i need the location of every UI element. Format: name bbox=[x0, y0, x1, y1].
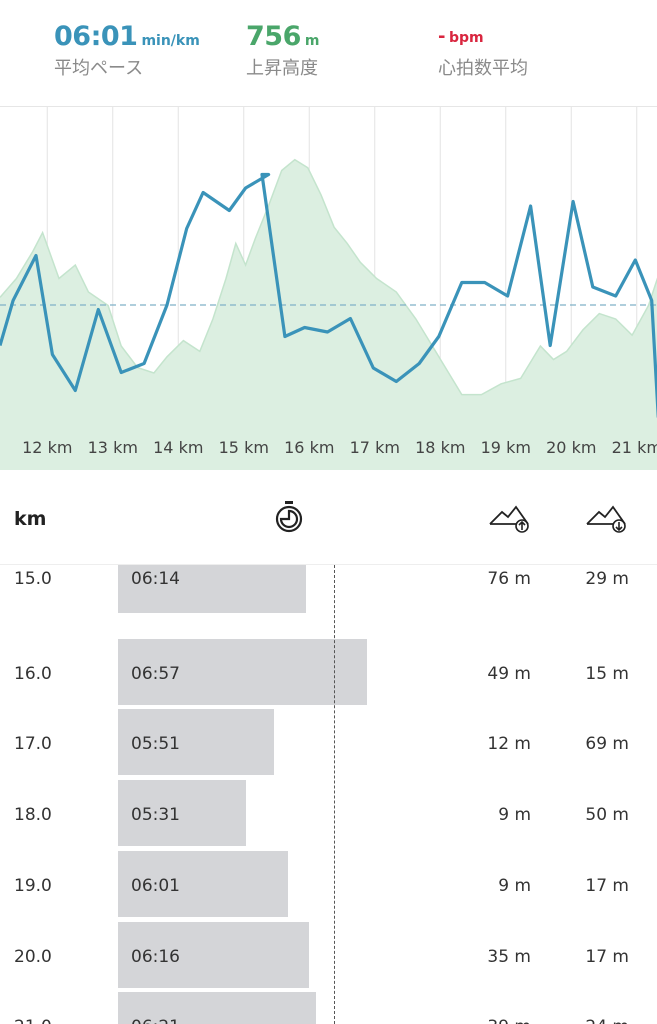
split-pace: 06:57 bbox=[131, 663, 180, 684]
split-row[interactable]: 19.0 06:01 9 m 17 m bbox=[0, 848, 657, 919]
x-tick-label: 18 km bbox=[415, 438, 465, 457]
split-descent: 17 m bbox=[585, 875, 629, 896]
splits-list[interactable]: 15.0 06:14 76 m 29 m 16.0 06:57 49 m 15 m 17.0 05… bbox=[0, 565, 657, 1024]
split-km: 19.0 bbox=[14, 875, 52, 896]
heart-rate-value: - bbox=[438, 26, 445, 47]
split-pace: 05:31 bbox=[131, 805, 180, 826]
split-descent: 17 m bbox=[585, 946, 629, 967]
mountain-up-icon bbox=[489, 505, 529, 533]
pace-label: 平均ペース bbox=[54, 58, 144, 79]
split-row[interactable]: 20.0 06:16 35 m 17 m bbox=[0, 919, 657, 990]
split-ascent: 76 m bbox=[487, 569, 531, 589]
pace-bar bbox=[118, 780, 247, 847]
stat-elevation-gain: 756 m 上昇高度 bbox=[246, 20, 319, 82]
split-pace: 05:51 bbox=[131, 734, 180, 755]
split-descent: 50 m bbox=[585, 805, 629, 826]
pace-bar bbox=[118, 565, 307, 613]
split-ascent: 49 m bbox=[487, 663, 531, 684]
split-pace: 06:16 bbox=[131, 946, 180, 967]
splits-table-header: km bbox=[0, 470, 657, 565]
average-pace-marker bbox=[334, 565, 335, 1024]
split-km: 17.0 bbox=[14, 734, 52, 755]
split-ascent: 9 m bbox=[498, 875, 531, 896]
pace-value: 06:01 bbox=[54, 21, 138, 52]
stat-average-pace: 06:01 min/km 平均ペース bbox=[54, 20, 200, 82]
split-row[interactable]: 15.0 06:14 76 m 29 m bbox=[0, 565, 657, 636]
pace-bar bbox=[118, 850, 289, 917]
split-descent: 29 m bbox=[585, 569, 629, 589]
x-tick-label: 19 km bbox=[481, 438, 531, 457]
x-tick-label: 16 km bbox=[284, 438, 334, 457]
stat-heart-rate: - bpm 心拍数平均 bbox=[438, 20, 528, 82]
split-descent: 69 m bbox=[585, 734, 629, 755]
split-row[interactable]: 16.0 06:57 49 m 15 m bbox=[0, 636, 657, 707]
split-pace: 06:01 bbox=[131, 875, 180, 896]
pace-bar bbox=[118, 709, 275, 776]
pace-bar bbox=[118, 992, 317, 1024]
split-pace: 06:21 bbox=[131, 1017, 180, 1024]
heart-rate-label: 心拍数平均 bbox=[438, 58, 528, 79]
split-ascent: 9 m bbox=[498, 805, 531, 826]
split-row[interactable]: 18.0 05:31 9 m 50 m bbox=[0, 777, 657, 848]
elevation-label: 上昇高度 bbox=[246, 58, 318, 79]
pace-bar bbox=[118, 638, 367, 705]
x-tick-label: 15 km bbox=[219, 438, 269, 457]
split-km: 21.0 bbox=[14, 1017, 52, 1024]
x-tick-label: 13 km bbox=[88, 438, 138, 457]
pace-line bbox=[0, 172, 657, 418]
x-tick-label: 12 km bbox=[22, 438, 72, 457]
pace-unit: min/km bbox=[141, 33, 200, 49]
pace-elevation-chart[interactable]: 12 km 13 km 14 km 15 km 16 km 17 km 18 km 19 km… bbox=[0, 107, 657, 470]
split-km: 15.0 bbox=[14, 569, 52, 589]
heart-rate-unit: bpm bbox=[448, 30, 484, 46]
x-tick-label: 21 km bbox=[612, 438, 657, 457]
x-axis-ticks: 12 km 13 km 14 km 15 km 16 km 17 km 18 km 19 km… bbox=[22, 438, 657, 457]
split-ascent: 35 m bbox=[487, 946, 531, 967]
x-tick-label: 17 km bbox=[350, 438, 400, 457]
pace-bar bbox=[118, 921, 310, 988]
mountain-down-icon bbox=[586, 505, 626, 533]
split-row[interactable]: 21.0 06:21 39 m 24 m bbox=[0, 989, 657, 1024]
x-tick-label: 20 km bbox=[546, 438, 596, 457]
split-km: 18.0 bbox=[14, 805, 52, 826]
split-ascent: 12 m bbox=[487, 734, 531, 755]
elevation-value: 756 bbox=[246, 21, 301, 52]
split-descent: 15 m bbox=[585, 663, 629, 684]
km-column-header: km bbox=[14, 508, 47, 530]
elevation-outline bbox=[0, 158, 657, 396]
split-km: 20.0 bbox=[14, 946, 52, 967]
split-descent: 24 m bbox=[585, 1017, 629, 1024]
stopwatch-icon bbox=[275, 501, 303, 533]
x-tick-label: 14 km bbox=[153, 438, 203, 457]
split-row[interactable]: 17.0 05:51 12 m 69 m bbox=[0, 706, 657, 777]
split-ascent: 39 m bbox=[487, 1017, 531, 1024]
elevation-unit: m bbox=[304, 33, 320, 49]
split-km: 16.0 bbox=[14, 663, 52, 684]
stats-header: 06:01 min/km 平均ペース 756 m 上昇高度 - bpm 心拍数平均 bbox=[0, 0, 657, 107]
elevation-area bbox=[0, 159, 657, 470]
split-pace: 06:14 bbox=[131, 569, 180, 589]
